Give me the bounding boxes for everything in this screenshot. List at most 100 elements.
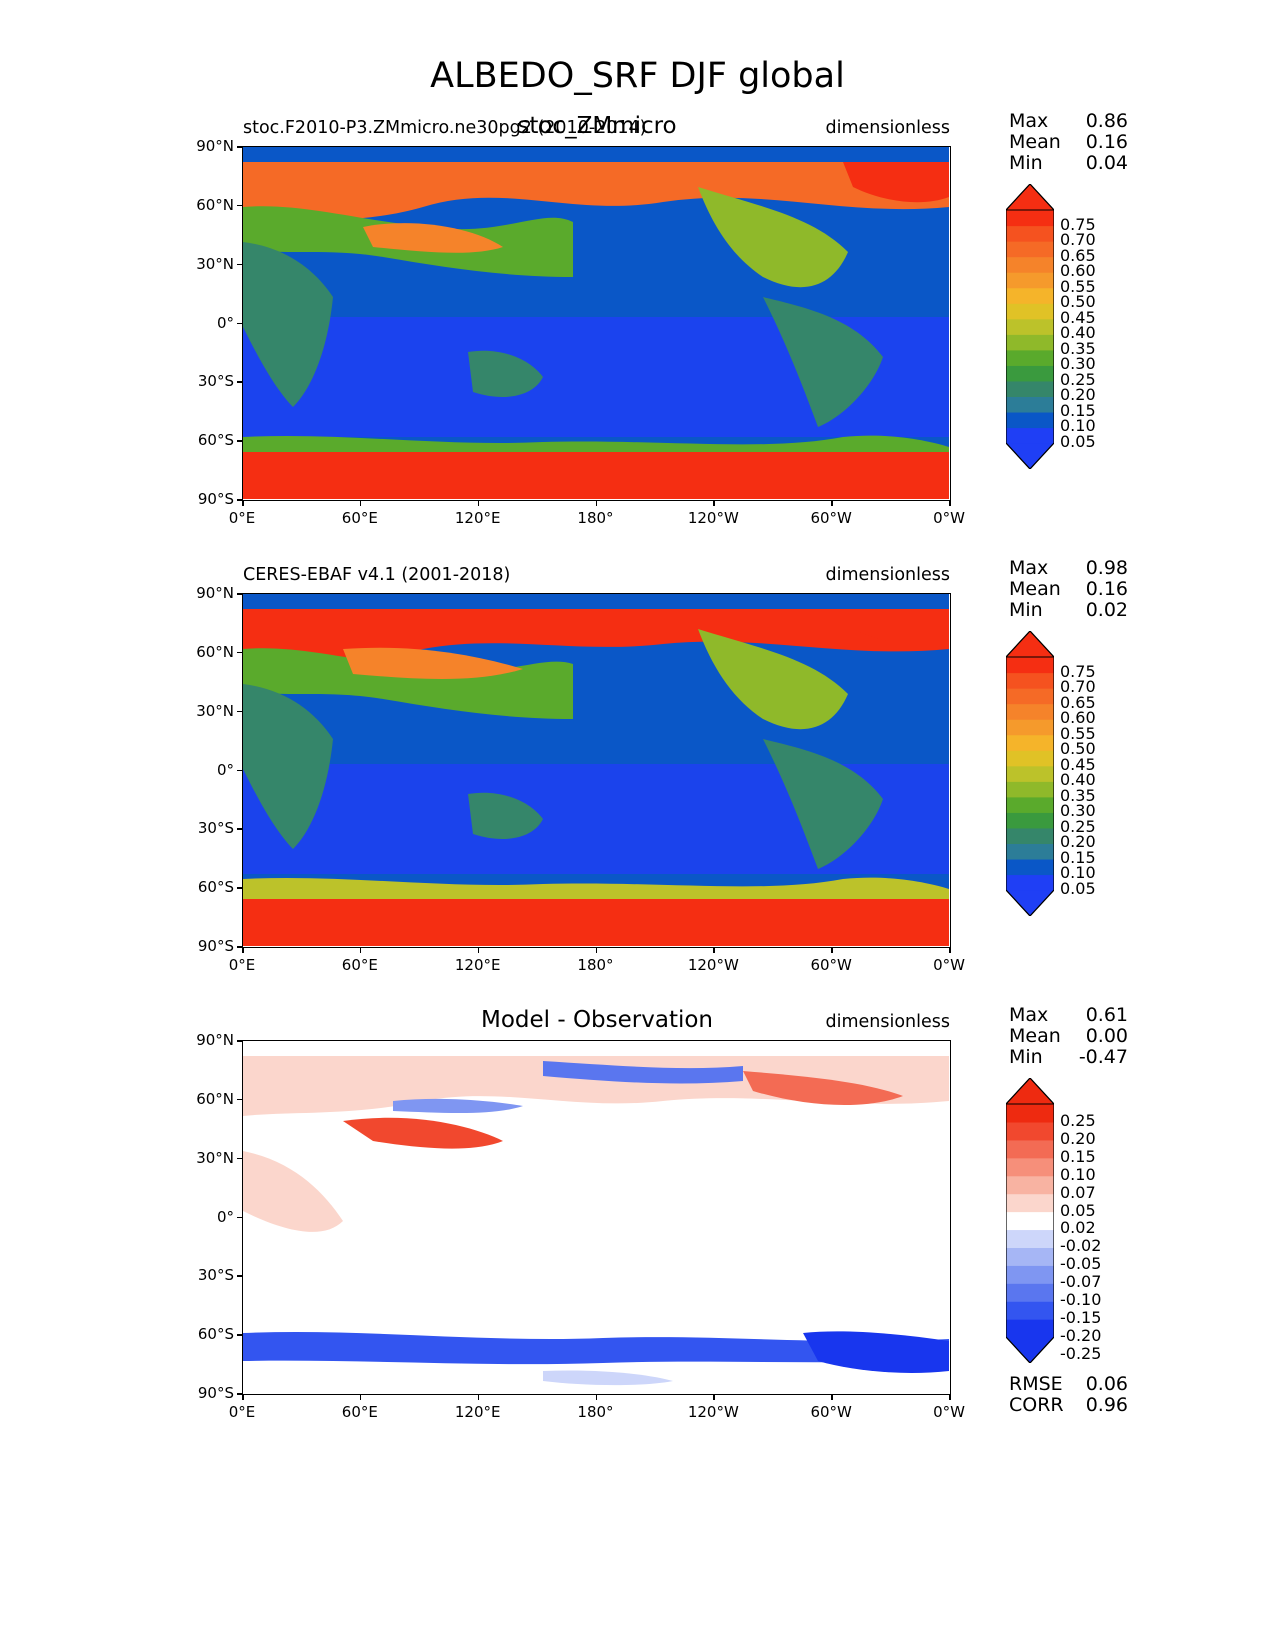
lat-tick-mark bbox=[237, 769, 242, 771]
error-stat-value: 0.96 bbox=[1085, 1394, 1128, 1416]
colorbar-segment bbox=[1006, 334, 1054, 351]
colorbar-extend-min bbox=[1006, 889, 1054, 916]
colorbar bbox=[1006, 631, 1054, 916]
lon-tick-label: 60°E bbox=[341, 956, 378, 974]
stat-label: Min bbox=[1009, 1046, 1043, 1068]
lon-tick-mark bbox=[831, 501, 833, 506]
panel-left-title: stoc.F2010-P3.ZMmicro.ne30pg2 (2010-2014… bbox=[243, 118, 647, 138]
colorbar-tick-label: 0.02 bbox=[1060, 1218, 1096, 1238]
lat-tick-label: 90°S bbox=[197, 937, 234, 955]
lat-tick-label: 60°S bbox=[197, 431, 234, 450]
stat-label: Max bbox=[1009, 110, 1049, 132]
colorbar-segment bbox=[1006, 874, 1054, 891]
figure-title: ALBEDO_SRF DJF global bbox=[430, 56, 845, 96]
colorbar-segment bbox=[1006, 1283, 1054, 1302]
colorbar-segment bbox=[1006, 349, 1054, 366]
stat-value: 0.16 bbox=[1085, 578, 1128, 600]
lat-tick-label: 60°S bbox=[197, 1325, 234, 1344]
stat-label: Mean bbox=[1009, 578, 1061, 600]
colorbar-tick-label: -0.02 bbox=[1060, 1236, 1102, 1256]
colorbar-tick-label: 0.10 bbox=[1060, 1164, 1096, 1184]
lat-tick-label: 90°N bbox=[196, 137, 234, 155]
colorbar-segment bbox=[1006, 365, 1054, 382]
colorbar-tick-label: -0.25 bbox=[1060, 1343, 1102, 1363]
colorbar-extend-min bbox=[1006, 1336, 1054, 1363]
lon-tick-mark bbox=[359, 1395, 362, 1400]
lon-tick-label: 60°E bbox=[341, 509, 378, 527]
lon-tick-mark bbox=[595, 948, 597, 953]
colorbar-segment bbox=[1006, 719, 1054, 736]
lon-tick-label: 0°E bbox=[228, 509, 256, 527]
colorbar-segment bbox=[1006, 1211, 1054, 1231]
lat-tick-label: 30°N bbox=[196, 701, 234, 720]
unit-label: dimensionless bbox=[825, 565, 950, 585]
colorbar-tick-label: 0.50 bbox=[1060, 292, 1096, 312]
colorbar-tick-label: 0.10 bbox=[1060, 863, 1096, 883]
colorbar-tick-label: 0.20 bbox=[1060, 832, 1096, 852]
colorbar-segment bbox=[1006, 734, 1054, 751]
colorbar-tick-label: 0.15 bbox=[1060, 847, 1096, 867]
colorbar-segment bbox=[1006, 380, 1054, 397]
lon-tick-label: 180° bbox=[577, 1403, 614, 1421]
colorbar-segment bbox=[1006, 750, 1054, 767]
lat-tick-mark bbox=[237, 146, 242, 148]
unit-label: dimensionless bbox=[825, 1012, 950, 1032]
colorbar-tick-label: -0.15 bbox=[1060, 1308, 1102, 1328]
lon-tick-mark bbox=[242, 948, 244, 953]
colorbar-tick-label: 0.75 bbox=[1060, 661, 1096, 681]
lon-tick-mark bbox=[713, 501, 715, 506]
colorbar-tick-label: 0.10 bbox=[1060, 416, 1096, 436]
lon-tick-mark bbox=[595, 501, 597, 506]
colorbar-tick-label: -0.20 bbox=[1060, 1326, 1102, 1345]
panel-model: stoc.F2010-P3.ZMmicro.ne30pg2 (2010-2014… bbox=[0, 110, 1275, 540]
lat-tick-label: 0° bbox=[216, 313, 234, 332]
lat-tick-mark bbox=[237, 710, 242, 713]
colorbar-segment bbox=[1006, 1229, 1054, 1248]
colorbar-segment bbox=[1006, 781, 1054, 798]
colorbar-segment bbox=[1006, 1157, 1054, 1177]
error-stat-value: 0.06 bbox=[1085, 1373, 1128, 1395]
colorbar-segment bbox=[1006, 1139, 1054, 1159]
colorbar-tick-label: 0.60 bbox=[1060, 261, 1096, 281]
colorbar-segment bbox=[1006, 1104, 1054, 1123]
lon-tick-label: 0°W bbox=[933, 1403, 965, 1421]
colorbar-tick-label: 0.70 bbox=[1060, 230, 1096, 250]
colorbar-tick-label: 0.20 bbox=[1060, 1128, 1096, 1148]
colorbar-segment bbox=[1006, 225, 1054, 242]
map-plot-model bbox=[242, 146, 951, 501]
colorbar-tick-label: 0.70 bbox=[1060, 677, 1096, 697]
lat-tick-label: 30°N bbox=[196, 254, 234, 273]
colorbar-tick-label: 0.05 bbox=[1060, 1200, 1096, 1220]
stat-label: Mean bbox=[1009, 131, 1061, 153]
colorbar-tick-label: 0.35 bbox=[1060, 785, 1096, 805]
colorbar-tick-label: 0.30 bbox=[1060, 801, 1096, 821]
lat-tick-mark bbox=[237, 1098, 242, 1101]
lat-tick-mark bbox=[237, 593, 242, 595]
lat-tick-mark bbox=[237, 1334, 242, 1336]
colorbar-tick-label: 0.25 bbox=[1060, 816, 1096, 836]
map-plot-difference bbox=[242, 1040, 951, 1395]
colorbar-tick-label: 0.45 bbox=[1060, 307, 1096, 327]
lon-tick-label: 120°E bbox=[454, 509, 501, 527]
stat-label: Min bbox=[1009, 599, 1043, 621]
error-stat-label: RMSE bbox=[1009, 1373, 1063, 1395]
colorbar-segment bbox=[1006, 858, 1054, 876]
colorbar-tick-label: 0.40 bbox=[1060, 770, 1096, 790]
stat-label: Max bbox=[1009, 1004, 1049, 1026]
colorbar-extend-max bbox=[1006, 631, 1054, 658]
lon-tick-mark bbox=[949, 948, 951, 953]
colorbar-segment bbox=[1006, 765, 1054, 782]
colorbar bbox=[1006, 1078, 1054, 1363]
colorbar-segment bbox=[1006, 703, 1054, 720]
lat-tick-mark bbox=[237, 651, 242, 654]
colorbar-tick-label: 0.05 bbox=[1060, 432, 1096, 451]
colorbar-tick-label: 0.35 bbox=[1060, 338, 1096, 358]
lat-tick-mark bbox=[237, 828, 242, 830]
lon-tick-mark bbox=[359, 948, 362, 953]
colorbar-segment bbox=[1006, 827, 1054, 844]
colorbar-segment bbox=[1006, 256, 1054, 273]
colorbar-segment bbox=[1006, 843, 1054, 860]
colorbar-segment bbox=[1006, 1319, 1054, 1338]
lon-tick-label: 60°E bbox=[341, 1403, 378, 1421]
colorbar-tick-label: 0.15 bbox=[1060, 400, 1096, 420]
